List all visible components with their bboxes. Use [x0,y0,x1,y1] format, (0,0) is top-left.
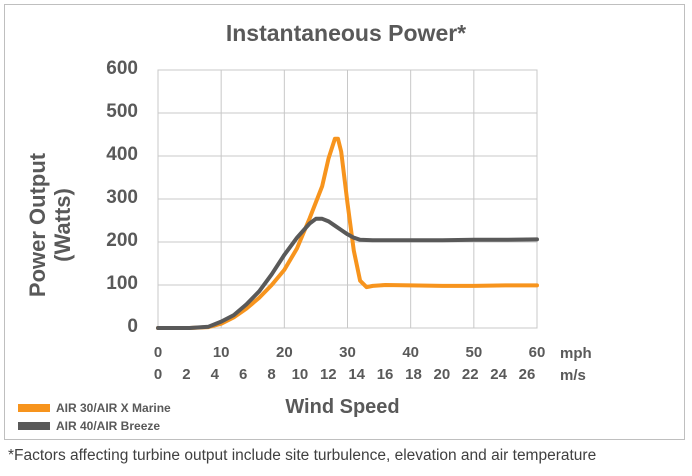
x-tick-label-ms: 14 [348,366,366,383]
chart-title: Instantaneous Power* [225,20,467,46]
y-tick-label: 600 [106,58,138,79]
x-tick-label-mph: 50 [465,344,483,361]
y-tick-label: 100 [106,273,138,294]
x-tick-label-ms: 10 [291,366,309,383]
x-tick-label-mph: 60 [528,344,546,361]
x-tick-label-ms: 16 [376,366,394,383]
x-tick-label-ms: 8 [267,366,276,383]
x-tick-label-mph: 40 [402,344,419,361]
chart-frame [4,4,685,440]
y-tick-label: 300 [106,187,138,208]
x-axis-label: Wind Speed [285,396,400,418]
y-tick-label: 0 [127,316,138,337]
x-tick-label-ms: 6 [238,366,248,383]
legend-swatch-air30 [18,404,50,412]
x-tick-label-mph: 30 [339,344,356,361]
legend-label-air40: AIR 40/AIR Breeze [56,419,161,433]
legend-label-air30: AIR 30/AIR X Marine [56,401,171,415]
series-line-0 [156,136,539,330]
x-tick-label-ms: 22 [461,366,479,383]
legend-item-air30: AIR 30/AIR X Marine [18,400,171,416]
legend-item-air40: AIR 40/AIR Breeze [18,418,160,434]
x-tick-label-ms: 0 [153,366,163,383]
y-tick-label: 400 [106,144,138,165]
x-tick-label-ms: 20 [433,366,451,383]
x-tick-label-mph: 10 [212,344,230,361]
y-tick-label: 500 [106,101,138,122]
unit-ms: m/s [560,367,586,384]
x-tick-label-ms: 12 [319,366,337,383]
x-tick-label-ms: 4 [210,366,219,383]
series-line-1 [156,216,539,330]
x-tick-label-mph: 20 [275,344,293,361]
unit-mph: mph [560,345,592,362]
legend-swatch-air40 [18,422,50,430]
x-tick-label-ms: 24 [490,366,507,383]
x-tick-label-ms: 26 [518,366,536,383]
x-tick-label-mph: 0 [153,344,163,361]
x-tick-label-ms: 18 [405,366,422,383]
footnote: *Factors affecting turbine output includ… [8,447,597,464]
x-tick-label-ms: 2 [182,366,191,383]
y-tick-label: 200 [106,230,138,251]
